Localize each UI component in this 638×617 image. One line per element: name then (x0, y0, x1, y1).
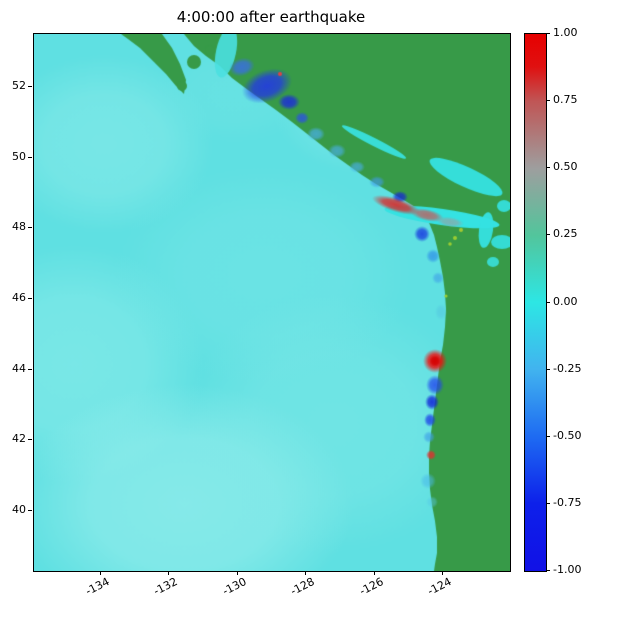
y-tick (28, 227, 32, 229)
colorbar-tick (546, 570, 550, 571)
map-plot-area (33, 33, 511, 572)
colorbar-tick (546, 33, 550, 34)
colorbar-tick-label: 0.00 (553, 294, 578, 308)
colorbar-tick-label: -0.75 (553, 495, 582, 509)
y-tick (28, 509, 32, 511)
x-tick-label: -124 (425, 575, 454, 598)
x-tick-label: -128 (288, 575, 317, 598)
colorbar (524, 33, 547, 572)
colorbar-tick-label: -0.25 (553, 361, 582, 375)
colorbar-tick-label: 1.00 (553, 26, 578, 39)
x-tick (168, 571, 170, 575)
colorbar-tick-label: 0.25 (553, 227, 578, 241)
x-tick-label: -134 (83, 575, 112, 598)
y-tick (28, 85, 32, 87)
x-tick-label: -126 (357, 575, 386, 598)
colorbar-tick (546, 167, 550, 169)
y-tick-label: 52 (12, 78, 26, 92)
x-tick (305, 571, 307, 575)
x-tick-label: -130 (220, 575, 249, 598)
y-tick-label: 50 (12, 149, 26, 163)
y-tick-label: 46 (12, 290, 26, 304)
colorbar-tick (546, 435, 550, 437)
x-tick (236, 571, 238, 575)
y-tick-label: 40 (12, 502, 26, 516)
colorbar-tick-label: -1.00 (553, 563, 582, 576)
x-tick-label: -132 (151, 575, 180, 598)
colorbar-tick (546, 368, 550, 370)
colorbar-tick-label: -0.50 (553, 428, 582, 442)
colorbar-tick (546, 502, 550, 504)
y-tick-label: 48 (12, 220, 26, 234)
y-tick-label: 42 (12, 432, 26, 446)
y-tick (28, 297, 32, 299)
colorbar-tick-label: 0.75 (553, 93, 578, 107)
colorbar-tick-label: 0.50 (553, 160, 578, 174)
x-tick (373, 571, 375, 575)
x-tick (442, 571, 444, 575)
y-tick (28, 368, 32, 370)
plot-title: 4:00:00 after earthquake (176, 8, 366, 26)
y-tick (28, 439, 32, 441)
colorbar-tick (546, 100, 550, 102)
y-tick-label: 44 (12, 361, 26, 375)
y-tick (28, 156, 32, 158)
tsunami-heatmap-canvas (34, 34, 510, 571)
colorbar-tick (546, 234, 550, 236)
x-tick (99, 571, 101, 575)
colorbar-tick (546, 301, 550, 303)
